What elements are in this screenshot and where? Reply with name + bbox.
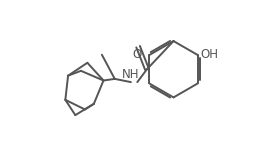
Text: NH: NH (122, 68, 140, 81)
Text: OH: OH (201, 48, 219, 61)
Text: O: O (133, 48, 142, 61)
